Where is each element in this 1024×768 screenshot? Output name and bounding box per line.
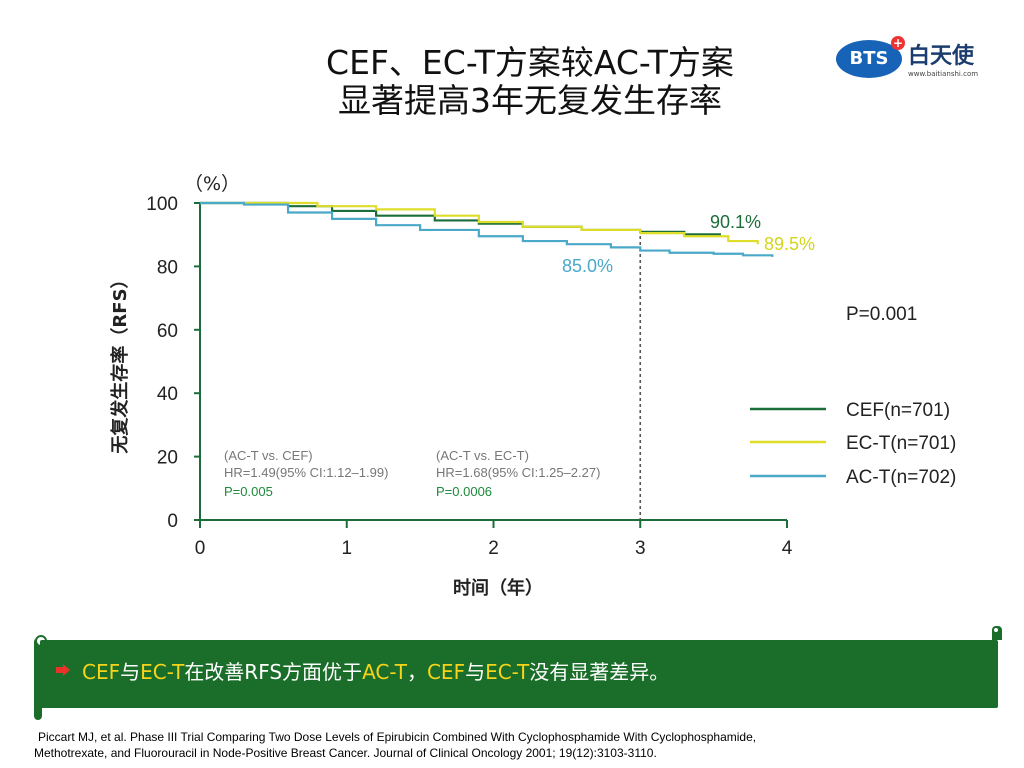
conclusion-banner: CEF与EC-T在改善RFS方面优于AC-T，CEF与EC-T没有显著差异。 (34, 626, 1002, 720)
banner-act: AC-T (362, 660, 407, 684)
banner-ect-2: EC-T (485, 660, 530, 684)
y-unit-label: （%） (184, 173, 240, 195)
banner-cef-2: CEF (426, 660, 466, 684)
legend-label-0: CEF(n=701) (846, 400, 950, 421)
banner-and-2: 与 (465, 660, 486, 684)
comparison-p: P=0.0006 (436, 484, 492, 499)
slide-title-line1: CEF、EC-T方案较AC-T方案 (326, 43, 734, 82)
act-value-label: 85.0% (562, 256, 613, 276)
medical-cross-icon: + (891, 36, 905, 50)
slide-title: CEF、EC-T方案较AC-T方案 显著提高3年无复发生存率 (230, 44, 830, 120)
banner-and-1: 与 (120, 660, 141, 684)
comparison-hr: HR=1.68(95% CI:1.25–2.27) (436, 465, 600, 480)
chart-labels: 90.1%89.5% 85.0% P=0.001 (AC-T vs. CEF) HR=1… (224, 212, 917, 499)
logo-name: 白天使 (908, 44, 975, 69)
arrow-bullet-icon (56, 664, 70, 676)
bts-logo: BTS + 白天使 www.baitianshi.com (836, 34, 996, 90)
slide-title-line2: 显著提高3年无复发生存率 (338, 81, 722, 120)
scroll-right-decoration (992, 626, 1002, 640)
cef-value-label: 90.1% (710, 212, 761, 232)
x-tick-label: 0 (195, 538, 206, 559)
y-tick-label: 0 (167, 511, 178, 532)
legend-label-2: AC-T(n=702) (846, 467, 956, 488)
survival-chart: 0 20 40 60 80 100 0 1 2 3 4 （%） 时间（年） 无复发生存率（RFS） 90.… (109, 173, 956, 599)
chart-axes: 0 20 40 60 80 100 0 1 2 3 4 （%） 时间（年） 无复发生存率（RFS） (109, 173, 793, 599)
ect-value-label: 89.5% (764, 234, 815, 254)
series-line-2 (200, 201, 774, 257)
x-axis-label: 时间（年） (453, 577, 543, 599)
banner-ect-1: EC-T (140, 660, 185, 684)
x-tick-label: 3 (635, 538, 646, 559)
chart-series (200, 201, 774, 257)
banner-comma: ， (406, 660, 427, 684)
legend-label-1: EC-T(n=701) (846, 433, 956, 454)
logo-badge: BTS (836, 40, 902, 78)
y-axis-label: 无复发生存率（RFS） (109, 270, 131, 453)
overall-p-value: P=0.001 (846, 304, 917, 325)
x-tick-label: 2 (488, 538, 499, 559)
conclusion-text: CEF与EC-T在改善RFS方面优于AC-T，CEF与EC-T没有显著差异。 (82, 656, 669, 685)
y-tick-label: 40 (157, 384, 178, 405)
y-tick-label: 20 (157, 448, 178, 469)
logo-url: www.baitianshi.com (908, 70, 979, 78)
x-tick-label: 4 (782, 538, 793, 559)
comparison-hr: HR=1.49(95% CI:1.12–1.99) (224, 465, 388, 480)
banner-end: 没有显著差异。 (529, 660, 670, 684)
comparison-label: (AC-T vs. EC-T) (436, 448, 529, 463)
y-tick-label: 100 (146, 194, 178, 215)
banner-bar (40, 640, 998, 708)
banner-mid: 在改善RFS方面优于 (184, 660, 363, 684)
banner-cef-1: CEF (82, 660, 121, 684)
citation-line2: Methotrexate, and Fluorouracil in Node-P… (34, 746, 657, 760)
chart-legend: CEF(n=701) EC-T(n=701) AC-T(n=702) (750, 400, 956, 488)
y-tick-label: 80 (157, 257, 178, 278)
citation-line1: Piccart MJ, et al. Phase III Trial Compa… (38, 730, 757, 744)
series-line-1 (200, 201, 759, 245)
citation: Piccart MJ, et al. Phase III Trial Compa… (34, 729, 1004, 761)
comparison-p: P=0.005 (224, 484, 273, 499)
y-tick-label: 60 (157, 321, 178, 342)
comparison-label: (AC-T vs. CEF) (224, 448, 313, 463)
x-tick-label: 1 (341, 538, 352, 559)
